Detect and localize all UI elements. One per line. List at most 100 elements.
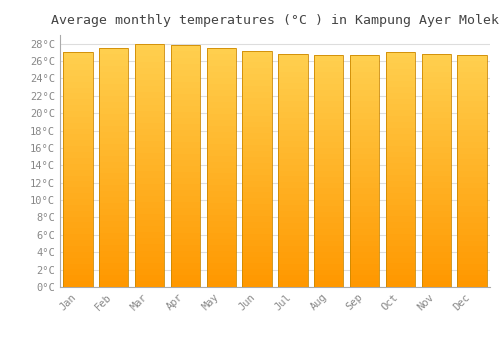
Bar — [386, 234, 415, 240]
Bar — [314, 171, 344, 177]
Bar — [386, 99, 415, 105]
Bar — [99, 102, 128, 108]
Bar — [135, 281, 164, 287]
Bar — [206, 96, 236, 102]
Bar — [314, 252, 344, 258]
Bar — [99, 84, 128, 90]
Bar — [386, 93, 415, 99]
Bar — [206, 269, 236, 275]
Bar — [458, 240, 487, 246]
Bar — [386, 105, 415, 110]
Bar — [458, 78, 487, 84]
Bar — [242, 133, 272, 139]
Bar — [422, 176, 451, 182]
Bar — [99, 221, 128, 227]
Bar — [242, 151, 272, 157]
Bar — [314, 136, 344, 142]
Bar — [278, 281, 308, 287]
Bar — [206, 60, 236, 66]
Bar — [314, 154, 344, 159]
Bar — [458, 206, 487, 212]
Bar — [242, 139, 272, 145]
Bar — [170, 82, 200, 88]
Bar — [458, 235, 487, 240]
Bar — [63, 275, 92, 281]
Bar — [242, 104, 272, 110]
Bar — [242, 157, 272, 163]
Bar — [386, 69, 415, 75]
Bar — [458, 252, 487, 258]
Bar — [170, 233, 200, 239]
Bar — [422, 205, 451, 211]
Bar — [135, 141, 164, 147]
Bar — [63, 105, 92, 111]
Bar — [314, 258, 344, 264]
Bar — [63, 123, 92, 129]
Bar — [99, 245, 128, 251]
Bar — [278, 101, 308, 106]
Bar — [278, 194, 308, 199]
Bar — [242, 198, 272, 204]
Bar — [422, 270, 451, 275]
Bar — [135, 269, 164, 275]
Bar — [99, 227, 128, 233]
Bar — [170, 196, 200, 202]
Bar — [63, 52, 92, 287]
Bar — [278, 66, 308, 72]
Bar — [63, 246, 92, 252]
Bar — [386, 163, 415, 169]
Bar — [422, 118, 451, 124]
Bar — [422, 141, 451, 147]
Bar — [135, 111, 164, 117]
Bar — [314, 212, 344, 217]
Bar — [63, 152, 92, 158]
Bar — [135, 105, 164, 111]
Bar — [350, 183, 380, 188]
Bar — [386, 210, 415, 216]
Bar — [242, 263, 272, 269]
Bar — [314, 84, 344, 90]
Bar — [242, 275, 272, 281]
Bar — [386, 75, 415, 81]
Bar — [99, 257, 128, 263]
Bar — [170, 178, 200, 184]
Bar — [170, 226, 200, 233]
Bar — [350, 159, 380, 165]
Bar — [206, 239, 236, 245]
Bar — [170, 106, 200, 112]
Bar — [99, 233, 128, 239]
Bar — [458, 223, 487, 229]
Bar — [350, 136, 380, 142]
Bar — [206, 263, 236, 269]
Bar — [206, 180, 236, 186]
Bar — [278, 106, 308, 112]
Bar — [242, 204, 272, 210]
Bar — [63, 211, 92, 217]
Bar — [242, 80, 272, 86]
Bar — [170, 209, 200, 215]
Bar — [135, 190, 164, 196]
Bar — [422, 194, 451, 199]
Bar — [206, 72, 236, 78]
Bar — [99, 108, 128, 114]
Bar — [99, 197, 128, 203]
Bar — [206, 209, 236, 215]
Bar — [278, 182, 308, 188]
Bar — [422, 106, 451, 112]
Bar — [278, 147, 308, 153]
Bar — [206, 162, 236, 168]
Bar — [63, 187, 92, 193]
Bar — [350, 171, 380, 177]
Bar — [422, 101, 451, 106]
Bar — [314, 131, 344, 136]
Bar — [242, 98, 272, 104]
Bar — [278, 188, 308, 194]
Bar — [278, 89, 308, 95]
Bar — [278, 124, 308, 130]
Bar — [63, 193, 92, 199]
Bar — [99, 144, 128, 149]
Bar — [135, 44, 164, 50]
Bar — [206, 168, 236, 174]
Bar — [135, 226, 164, 232]
Bar — [386, 264, 415, 270]
